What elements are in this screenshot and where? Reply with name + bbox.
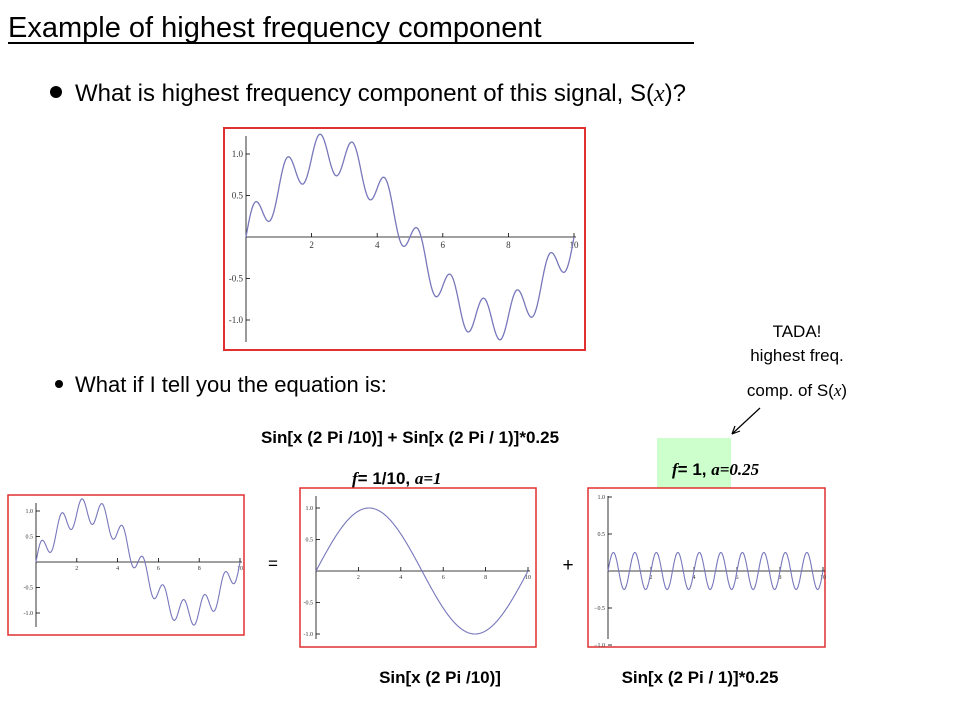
text: a=1 [415,469,442,488]
highlight-box [657,438,731,488]
text: What is highest frequency component of t… [75,80,654,107]
x-tick-label: 4 [116,566,119,572]
x-tick-label: 8 [506,240,511,250]
callout-text: TADA! [773,322,822,341]
signal-curve [35,498,241,626]
x-tick-label: 8 [779,575,782,581]
y-tick-label: 0.5 [306,538,314,544]
x-tick-label: 2 [650,575,653,581]
y-tick-label: 0.5 [598,532,606,538]
callout-arrow [731,407,761,435]
plot: 2 4 6 8 10 1.0 0.5 -0.5 -1.0 [299,487,537,648]
y-tick-label: −1.0 [594,643,605,649]
plot: 2 4 6 8 10 1.0 0.5 -0.5 -1.0 [223,127,586,351]
y-tick-label: 1.0 [306,506,314,512]
y-tick-label: -1.0 [304,632,314,638]
x-tick-label: 8 [198,566,201,572]
signal-curve [315,507,529,635]
x-tick-label: 2 [75,566,78,572]
text: x [653,81,665,107]
plot-frame [587,487,826,648]
signal-curve [607,551,824,591]
y-tick-label: -0.5 [24,586,34,592]
text: a=0.25 [711,460,759,479]
x-tick-label: 6 [736,575,739,581]
callout-text: highest freq. [750,346,844,365]
callout-text: comp. of S(x) [747,381,847,400]
text: = 1, [678,460,712,479]
text: x [833,381,842,400]
x-tick-label: 4 [399,575,402,581]
x-tick-label: 10 [570,240,580,250]
caption: Sin[x (2 Pi /10)] [379,668,501,687]
text: f [672,460,680,479]
text: = 1/10, [358,469,415,488]
component-label: f= 1, a=0.25 [672,460,760,479]
slide-title: Example of highest frequency component [8,12,542,44]
y-tick-label: −0.5 [594,606,605,612]
plus-sign: + [562,555,573,576]
plot-frame [299,487,537,648]
x-tick-label: 2 [357,575,360,581]
x-tick-label: 8 [484,575,487,581]
plot: 2 4 6 8 10 1.0 0.5 -0.5 -1.0 [7,494,245,636]
text: comp. of S( [747,381,834,400]
x-tick-label: 6 [441,240,446,250]
x-tick-label: 4 [375,240,380,250]
equals-sign: = [268,554,278,573]
y-tick-label: -1.0 [229,315,244,325]
y-tick-label: 0.5 [26,535,34,541]
y-tick-label: 1.0 [598,495,606,501]
y-tick-label: -0.5 [229,274,244,284]
y-tick-label: 0.5 [232,191,244,201]
y-tick-label: 1.0 [232,149,244,159]
bullet-text: What if I tell you the equation is: [75,372,387,397]
signal-curve [245,133,575,341]
x-tick-label: 10 [237,566,243,572]
bullet-dot [55,380,63,388]
y-tick-label: 1.0 [26,509,34,515]
x-tick-label: 6 [157,566,160,572]
x-tick-label: 6 [442,575,445,581]
bullet-dot [50,86,62,98]
x-tick-label: 10 [525,575,531,581]
arrow-head [731,425,741,435]
caption: Sin[x (2 Pi / 1)]*0.25 [622,668,779,687]
plot-frame [7,494,245,636]
plot: 2 4 6 8 10 1.0 0.5 −0.5 −1.0 [587,487,826,649]
x-tick-label: 2 [309,240,314,250]
y-tick-label: -1.0 [24,611,34,617]
equation: Sin[x (2 Pi /10)] + Sin[x (2 Pi / 1)]*0.… [261,428,559,447]
text: )? [665,80,686,107]
x-tick-label: 10 [820,575,826,581]
text: f [352,469,360,488]
x-tick-label: 4 [693,575,696,581]
text: ) [841,381,847,400]
bullet-text: What is highest frequency component of t… [75,80,686,107]
component-label: f= 1/10, a=1 [352,469,442,488]
y-tick-label: -0.5 [304,601,314,607]
